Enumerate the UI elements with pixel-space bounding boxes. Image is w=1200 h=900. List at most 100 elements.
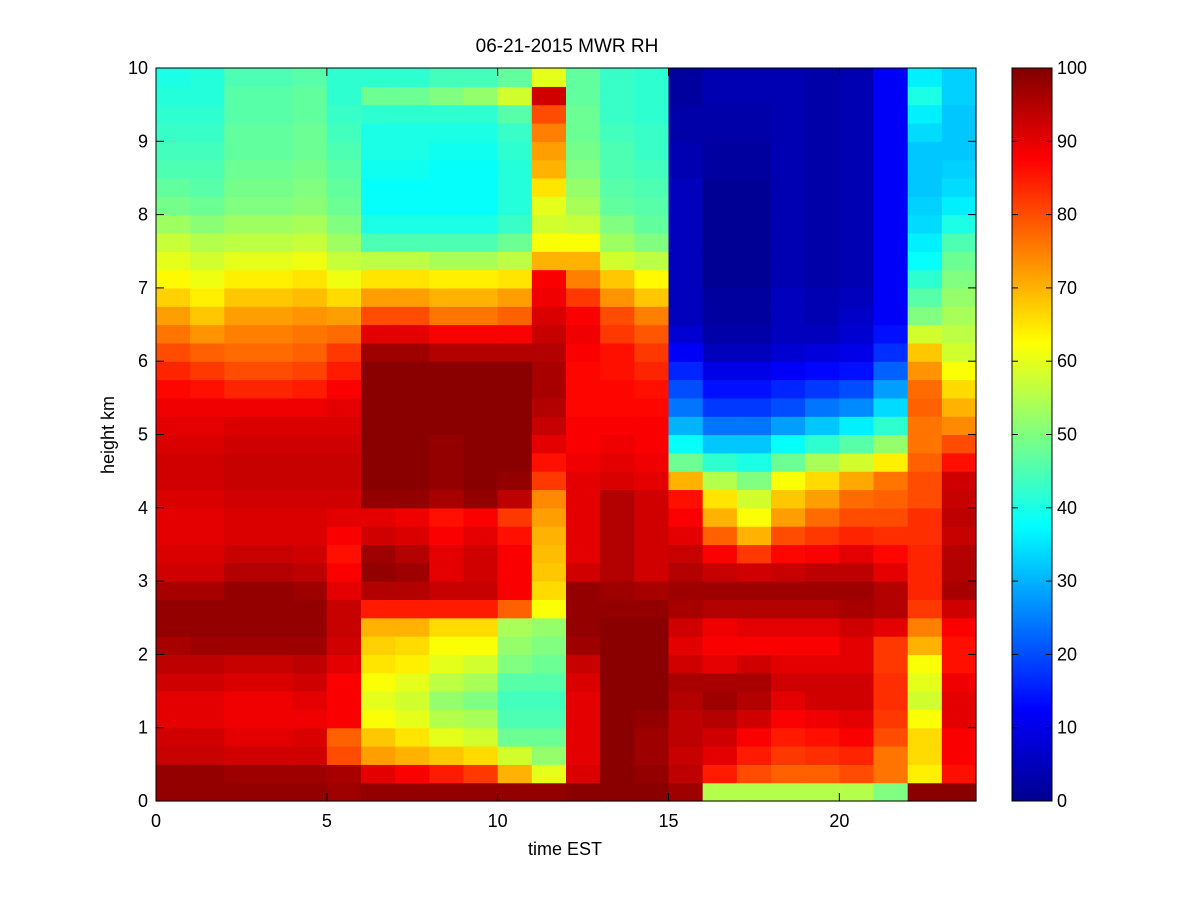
heatmap-cell bbox=[668, 379, 704, 399]
heatmap-cell bbox=[292, 599, 328, 619]
heatmap-cell bbox=[497, 379, 533, 399]
heatmap-cell bbox=[771, 287, 806, 307]
heatmap-cell bbox=[566, 727, 601, 747]
heatmap-cell bbox=[873, 727, 909, 747]
heatmap-cell bbox=[907, 287, 943, 307]
heatmap-cell bbox=[429, 86, 465, 106]
heatmap-cell bbox=[941, 324, 977, 344]
heatmap-cell bbox=[634, 764, 670, 784]
heatmap-cell bbox=[258, 122, 294, 142]
colorbar-axis: 0 10 20 30 40 50 60 70 80 90 100 bbox=[1012, 58, 1087, 811]
heatmap-cell bbox=[361, 397, 396, 417]
heatmap-cell bbox=[292, 654, 328, 674]
heatmap-cell bbox=[668, 636, 704, 655]
heatmap-cell bbox=[292, 122, 328, 142]
heatmap-cell bbox=[463, 599, 499, 619]
heatmap-cell bbox=[668, 434, 704, 454]
heatmap-cell bbox=[839, 361, 875, 381]
heatmap-cell bbox=[292, 159, 328, 179]
heatmap-cell bbox=[326, 526, 362, 546]
heatmap-cell bbox=[258, 306, 294, 326]
heatmap-cell bbox=[326, 86, 362, 106]
heatmap-cell bbox=[941, 177, 977, 197]
heatmap-cell bbox=[497, 764, 533, 784]
heatmap-cell bbox=[668, 342, 704, 362]
heatmap-cell bbox=[463, 416, 499, 436]
heatmap-cell bbox=[292, 251, 328, 271]
heatmap-cell bbox=[839, 507, 875, 527]
heatmap-cell bbox=[771, 544, 806, 564]
heatmap-cell bbox=[531, 746, 567, 765]
heatmap-cell bbox=[839, 709, 875, 729]
heatmap-cell bbox=[771, 434, 806, 454]
heatmap-cell bbox=[600, 68, 635, 87]
heatmap-cell bbox=[771, 727, 806, 747]
heatmap-cell bbox=[531, 214, 567, 234]
heatmap-cell bbox=[839, 471, 875, 491]
heatmap-cell bbox=[566, 361, 601, 381]
heatmap-cell bbox=[771, 672, 806, 692]
heatmap-cell bbox=[429, 306, 465, 326]
heatmap-cell bbox=[634, 746, 670, 765]
heatmap-cell bbox=[156, 379, 191, 399]
heatmap-cell bbox=[156, 306, 191, 326]
heatmap-cell bbox=[361, 104, 396, 124]
heatmap-cell bbox=[292, 544, 328, 564]
heatmap-cell bbox=[463, 232, 499, 252]
heatmap-cell bbox=[873, 434, 909, 454]
heatmap-cell bbox=[156, 471, 191, 491]
heatmap-cell bbox=[600, 764, 635, 784]
heatmap-cell bbox=[873, 214, 909, 234]
heatmap-cell bbox=[361, 232, 396, 252]
heatmap-cell bbox=[668, 306, 704, 326]
heatmap-cell bbox=[395, 471, 430, 491]
heatmap-cell bbox=[292, 86, 328, 106]
heatmap-cell bbox=[429, 141, 465, 161]
heatmap-cell bbox=[873, 599, 909, 619]
heatmap-cell bbox=[156, 232, 191, 252]
heatmap-cell bbox=[395, 617, 430, 637]
heatmap-cell bbox=[873, 159, 909, 179]
heatmap-cell bbox=[224, 306, 260, 326]
heatmap-cell bbox=[224, 269, 260, 289]
heatmap-cell bbox=[736, 434, 772, 454]
heatmap-cell bbox=[156, 434, 191, 454]
colorbar-tick-label: 30 bbox=[1057, 571, 1077, 591]
heatmap-cell bbox=[805, 599, 840, 619]
heatmap-cell bbox=[258, 562, 294, 582]
heatmap-cell bbox=[395, 489, 430, 509]
heatmap-cell bbox=[292, 324, 328, 344]
heatmap-cell bbox=[771, 526, 806, 546]
heatmap-cell bbox=[190, 232, 225, 252]
heatmap-cell bbox=[839, 196, 875, 216]
heatmap-cell bbox=[566, 232, 601, 252]
heatmap-cell bbox=[805, 471, 840, 491]
heatmap-cell bbox=[292, 636, 328, 655]
heatmap-cell bbox=[463, 68, 499, 87]
heatmap-cell bbox=[463, 544, 499, 564]
heatmap-cell bbox=[566, 507, 601, 527]
heatmap-cell bbox=[805, 379, 840, 399]
heatmap-cell bbox=[292, 782, 328, 802]
heatmap-cell bbox=[668, 86, 704, 106]
heatmap-cell bbox=[531, 104, 567, 124]
heatmap-cell bbox=[736, 361, 772, 381]
heatmap-cell bbox=[463, 764, 499, 784]
heatmap-cell bbox=[668, 709, 704, 729]
heatmap-cell bbox=[668, 214, 704, 234]
heatmap-cell bbox=[566, 251, 601, 271]
heatmap-cell bbox=[805, 452, 840, 472]
heatmap-cell bbox=[156, 122, 191, 142]
heatmap-cell bbox=[258, 489, 294, 509]
heatmap-cell bbox=[224, 727, 260, 747]
heatmap-cell bbox=[805, 397, 840, 417]
heatmap-cell bbox=[190, 269, 225, 289]
heatmap-cell bbox=[702, 214, 738, 234]
heatmap-cell bbox=[190, 727, 225, 747]
heatmap-cell bbox=[463, 654, 499, 674]
heatmap-cell bbox=[771, 489, 806, 509]
heatmap-cell bbox=[497, 434, 533, 454]
heatmap-cell bbox=[361, 489, 396, 509]
heatmap-cell bbox=[361, 782, 396, 802]
heatmap-cell bbox=[941, 489, 977, 509]
